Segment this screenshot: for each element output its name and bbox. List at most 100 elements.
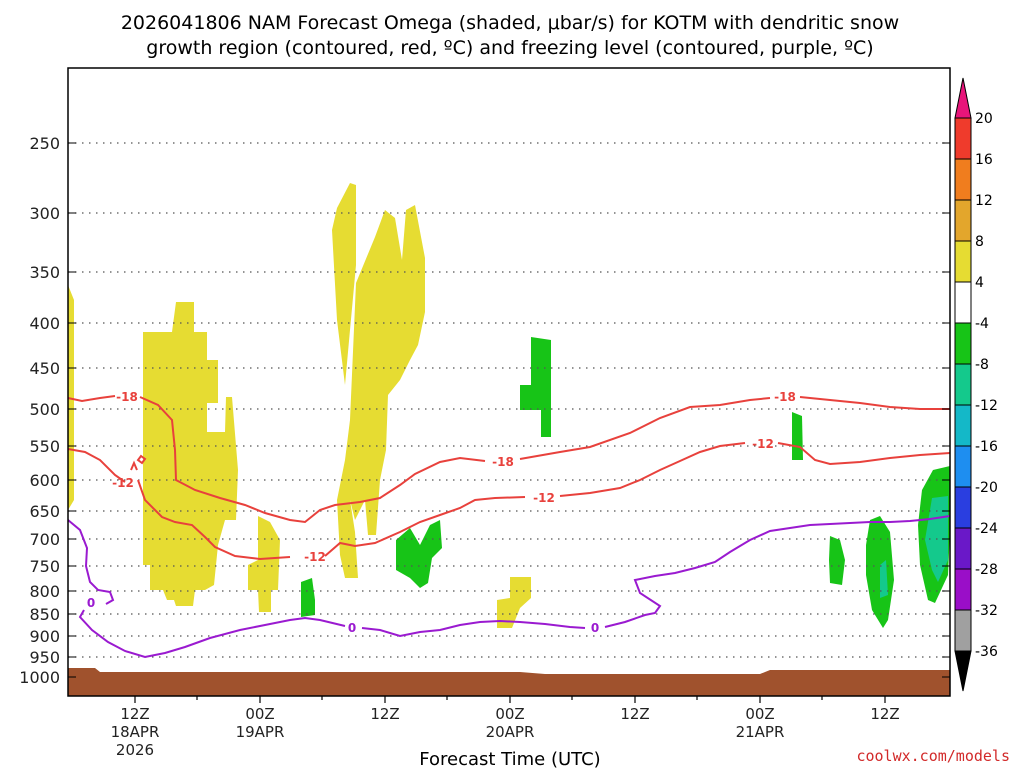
y-tick-label: 350 <box>29 263 60 282</box>
ground-shading <box>68 668 950 696</box>
omega-area <box>829 536 845 585</box>
y-tick-label: 750 <box>29 557 60 576</box>
x-tick-date: 18APR <box>111 723 160 741</box>
x-tick-marks <box>134 696 886 703</box>
y-tick-label: 300 <box>29 204 60 223</box>
x-tick-label: 00Z <box>495 705 524 723</box>
dgz-bottom-label: -12 <box>304 550 326 564</box>
chart-title-line1: 2026041806 NAM Forecast Omega (shaded, μ… <box>121 12 899 34</box>
x-tick-date: 19APR <box>236 723 285 741</box>
colorbar-label: 4 <box>975 275 984 291</box>
colorbar-swatch <box>954 527 972 570</box>
colorbar-label: -12 <box>975 398 998 414</box>
colorbar-swatch <box>954 281 972 324</box>
colorbar-label: -8 <box>975 357 989 373</box>
omega-area <box>332 183 356 385</box>
omega-area <box>396 520 442 588</box>
colorbar-swatch <box>954 445 972 488</box>
omega-area <box>248 516 280 612</box>
omega-negative-shading <box>301 337 950 628</box>
colorbar-swatch <box>954 568 972 611</box>
omega-area <box>792 412 803 460</box>
dgz-top-label: -18 <box>116 390 138 404</box>
x-tick-label: 12Z <box>120 705 149 723</box>
omega-area <box>520 337 551 437</box>
colorbar-swatch <box>954 158 972 201</box>
dgz-minus12-closed-contour <box>136 454 147 465</box>
y-tick-label: 500 <box>29 400 60 419</box>
x-tick-label: 12Z <box>870 705 899 723</box>
freezing-label: 0 <box>348 621 356 635</box>
colorbar-swatch <box>954 199 972 242</box>
freezing-level-contour <box>67 515 951 659</box>
y-tick-label: 650 <box>29 502 60 521</box>
y-tick-label: 700 <box>29 530 60 549</box>
colorbar-cap-bottom <box>954 650 972 692</box>
colorbar-label: -4 <box>975 316 989 332</box>
y-tick-label: 900 <box>29 627 60 646</box>
colorbar-swatch <box>954 609 972 652</box>
colorbar-label: 8 <box>975 234 984 250</box>
colorbar-label: -24 <box>975 521 998 537</box>
y-tick-label: 950 <box>29 648 60 667</box>
dgz-minus12-contour <box>67 442 951 561</box>
dgz-bottom-label: -12 <box>533 491 555 505</box>
colorbar: 20 16 12 8 4 -4 -8 -12 -16 -20 -24 -28 -32 -36 <box>954 77 998 692</box>
colorbar-swatch <box>954 486 972 529</box>
y-tick-label: 450 <box>29 359 60 378</box>
omega-area <box>880 560 888 598</box>
colorbar-swatch <box>954 240 972 283</box>
colorbar-label: 16 <box>975 152 993 168</box>
omega-area <box>497 577 531 628</box>
colorbar-swatch <box>954 363 972 406</box>
x-tick-year: 2026 <box>116 741 154 759</box>
freezing-label: 0 <box>87 596 95 610</box>
y-tick-label: 550 <box>29 437 60 456</box>
x-tick-label: 12Z <box>620 705 649 723</box>
y-tick-label: 250 <box>29 134 60 153</box>
omega-positive-shading <box>68 183 531 628</box>
y-tick-label: 400 <box>29 314 60 333</box>
x-tick-label: 00Z <box>745 705 774 723</box>
y-tick-label: 1000 <box>19 668 60 687</box>
omega-area <box>68 285 74 510</box>
dgz-bottom-label: -12 <box>752 437 774 451</box>
dgz-top-label: -18 <box>492 455 514 469</box>
x-tick-date: 20APR <box>486 723 535 741</box>
plot-frame <box>67 67 951 697</box>
y-tick-marks <box>68 142 950 678</box>
colorbar-swatch <box>954 322 972 365</box>
colorbar-label: -16 <box>975 439 998 455</box>
dgz-bottom-label: -12 <box>112 476 134 490</box>
chart-title-line2: growth region (contoured, red, ºC) and f… <box>146 37 873 59</box>
y-axis: 250 300 350 400 450 500 550 600 650 700 … <box>19 134 950 687</box>
x-tick-label: 00Z <box>245 705 274 723</box>
x-tick-date: 21APR <box>736 723 785 741</box>
colorbar-label: 20 <box>975 111 993 127</box>
y-tick-label: 600 <box>29 471 60 490</box>
colorbar-cap-top <box>954 77 972 119</box>
omega-area <box>337 205 425 578</box>
x-tick-label: 12Z <box>370 705 399 723</box>
x-axis: 12Z 18APR 2026 00Z 19APR 12Z 00Z 20APR 1… <box>111 696 900 768</box>
dgz-minus12-contour <box>130 460 138 471</box>
colorbar-label: -20 <box>975 480 998 496</box>
omega-area <box>301 578 315 617</box>
colorbar-label: -36 <box>975 644 998 660</box>
dgz-contours <box>67 395 951 561</box>
y-tick-label: 800 <box>29 582 60 601</box>
plot-area: -18 -18 -18 -12 -12 -12 -12 0 0 0 <box>67 67 951 697</box>
dgz-minus18-contour <box>67 395 950 524</box>
colorbar-label: 12 <box>975 193 993 209</box>
colorbar-label: -28 <box>975 562 998 578</box>
colorbar-swatch <box>954 404 972 447</box>
dgz-top-label: -18 <box>774 390 796 404</box>
freezing-label: 0 <box>591 621 599 635</box>
colorbar-label: -32 <box>975 603 998 619</box>
x-axis-title: Forecast Time (UTC) <box>419 749 600 768</box>
y-tick-label: 850 <box>29 605 60 624</box>
colorbar-swatch <box>954 117 972 160</box>
credit-text: coolwx.com/models <box>856 747 1010 765</box>
omega-area <box>143 302 238 606</box>
